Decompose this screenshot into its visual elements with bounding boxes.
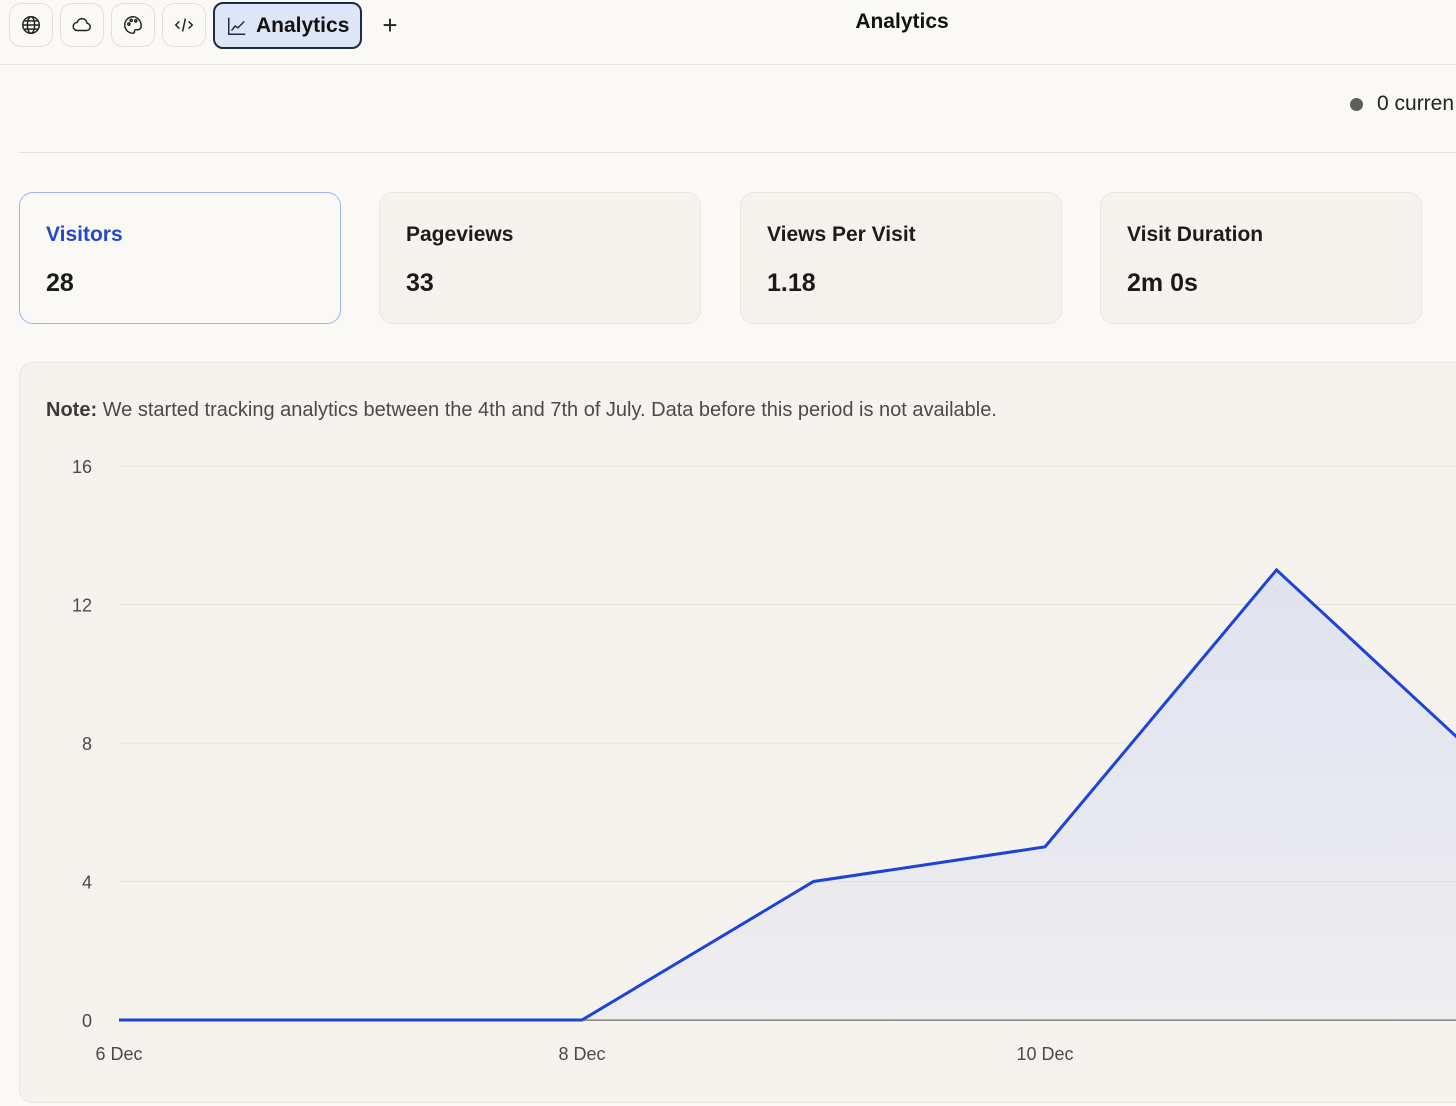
divider bbox=[19, 152, 1456, 153]
stat-card-views-per-visit[interactable]: Views Per Visit 1.18 bbox=[740, 192, 1062, 324]
stat-label: Visit Duration bbox=[1127, 223, 1264, 246]
series-area bbox=[119, 569, 1456, 1020]
add-tab-button[interactable]: + bbox=[382, 9, 398, 40]
stat-label: Pageviews bbox=[406, 223, 514, 246]
y-tick-label: 16 bbox=[72, 457, 92, 477]
note-text: We started tracking analytics between th… bbox=[97, 399, 997, 421]
chart-panel: Note: We started tracking analytics betw… bbox=[19, 362, 1456, 1103]
stat-value: 1.18 bbox=[767, 269, 816, 297]
x-tick-label: 8 Dec bbox=[558, 1044, 605, 1064]
status-dot bbox=[1350, 97, 1363, 111]
window-title: Analytics bbox=[855, 10, 949, 33]
stat-label: Views Per Visit bbox=[767, 223, 916, 246]
stat-label: Visitors bbox=[46, 223, 123, 246]
stat-value: 2m 0s bbox=[1127, 269, 1198, 297]
stat-card-visit-duration[interactable]: Visit Duration 2m 0s bbox=[1100, 192, 1422, 324]
top-toolbar: Analytics + Analytics bbox=[0, 0, 1456, 65]
line-chart-icon bbox=[228, 17, 246, 35]
tracking-note: Note: We started tracking analytics betw… bbox=[46, 399, 997, 422]
note-prefix: Note: bbox=[46, 399, 98, 421]
status-indicator: 0 curren bbox=[1350, 92, 1454, 116]
cloud-icon[interactable] bbox=[60, 3, 104, 47]
y-tick-label: 12 bbox=[72, 596, 92, 616]
stat-card-visitors[interactable]: Visitors 28 bbox=[19, 192, 341, 324]
visitors-chart: 0 4 8 12 16 6 Dec 8 Dec 10 Dec bbox=[72, 457, 1456, 1064]
x-tick-label: 10 Dec bbox=[1016, 1044, 1073, 1064]
stat-value: 33 bbox=[406, 269, 434, 297]
code-icon[interactable] bbox=[162, 3, 206, 47]
y-tick-label: 4 bbox=[82, 873, 92, 893]
tab-analytics[interactable]: Analytics bbox=[213, 2, 362, 49]
tab-analytics-label: Analytics bbox=[256, 13, 350, 37]
globe-icon[interactable] bbox=[9, 3, 53, 47]
stat-value: 28 bbox=[46, 269, 74, 297]
stat-card-pageviews[interactable]: Pageviews 33 bbox=[379, 192, 701, 324]
x-tick-label: 6 Dec bbox=[95, 1044, 142, 1064]
y-tick-label: 8 bbox=[82, 734, 92, 754]
y-tick-label: 0 bbox=[82, 1011, 92, 1031]
status-text: 0 curren bbox=[1377, 92, 1455, 115]
palette-icon[interactable] bbox=[111, 3, 155, 47]
